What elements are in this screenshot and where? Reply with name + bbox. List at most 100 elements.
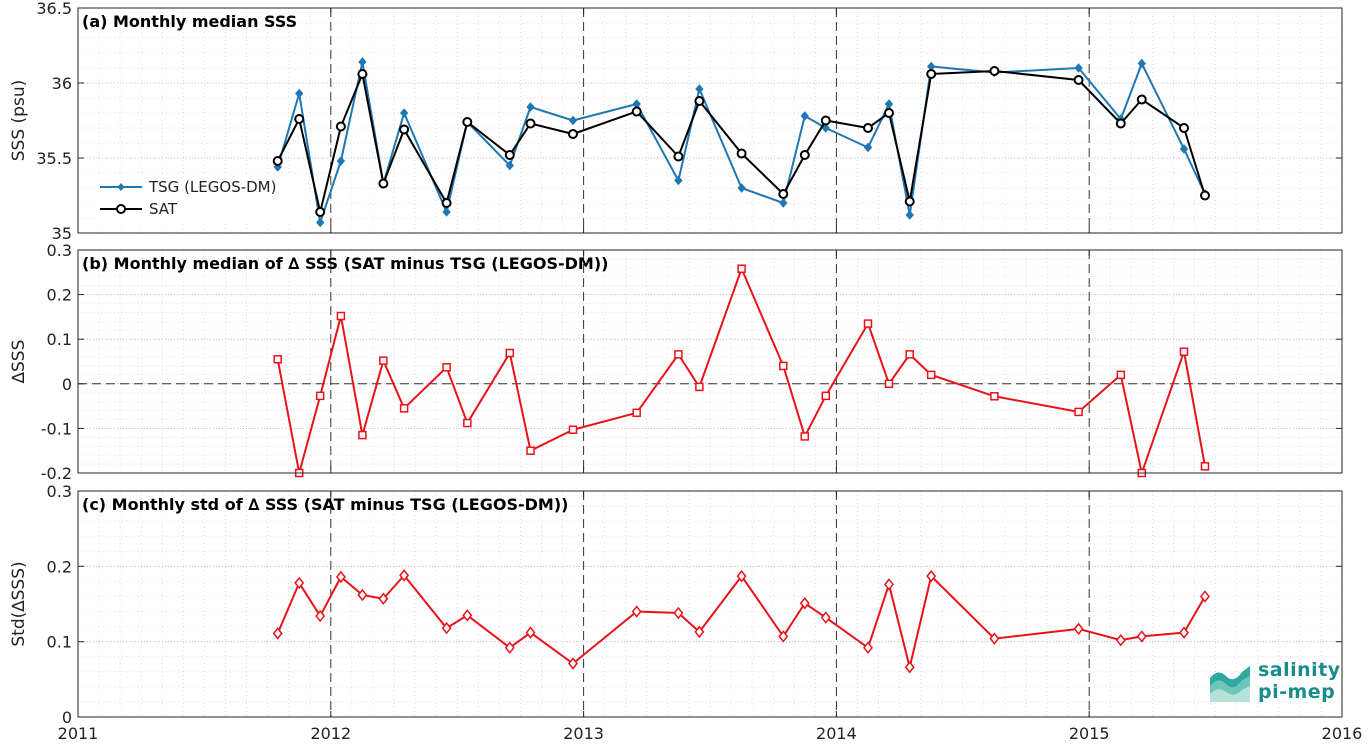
data-point bbox=[1074, 63, 1083, 73]
data-point bbox=[316, 217, 325, 228]
data-point bbox=[336, 311, 346, 321]
data-point bbox=[863, 123, 873, 133]
y-tick-label: 0 bbox=[62, 375, 72, 394]
data-point bbox=[335, 570, 346, 584]
data-point bbox=[631, 106, 642, 117]
data-point bbox=[525, 118, 536, 129]
data-point bbox=[673, 606, 684, 620]
panel-c: 0 0.1 0.2 0.3 2011 2012 2013 2014 2015 2016 (c) Mo… bbox=[9, 482, 1362, 743]
y-tick-label: 0.1 bbox=[47, 330, 72, 349]
axes-frame bbox=[77, 249, 1343, 474]
y-tick-label: 36.5 bbox=[36, 0, 72, 18]
data-point bbox=[674, 350, 683, 359]
data-point bbox=[568, 425, 578, 434]
data-point bbox=[378, 178, 389, 189]
plot-area bbox=[78, 250, 1342, 473]
legend-marker bbox=[116, 204, 126, 214]
data-point bbox=[778, 189, 789, 199]
legend-box bbox=[96, 175, 308, 221]
data-point bbox=[294, 576, 305, 590]
data-point bbox=[778, 630, 789, 643]
data-point bbox=[568, 657, 578, 670]
data-point bbox=[926, 370, 936, 380]
data-point bbox=[1074, 407, 1083, 417]
data-point bbox=[1200, 590, 1210, 603]
data-point bbox=[462, 609, 473, 622]
data-point bbox=[295, 88, 304, 99]
data-point bbox=[1137, 58, 1146, 69]
data-point bbox=[990, 392, 999, 401]
panel-title: (a) Monthly median SSS bbox=[82, 12, 297, 31]
data-point bbox=[442, 207, 451, 217]
x-tick-label: 2016 bbox=[1322, 724, 1363, 743]
wave-logo-icon bbox=[1210, 666, 1250, 702]
data-point bbox=[926, 69, 937, 79]
data-point bbox=[379, 356, 388, 365]
data-point bbox=[799, 597, 810, 610]
data-point bbox=[504, 150, 515, 160]
data-point bbox=[294, 114, 305, 124]
x-tick-label: 2011 bbox=[58, 724, 99, 743]
data-point bbox=[820, 611, 831, 624]
data-point bbox=[463, 418, 472, 428]
y-axis-label: SSS (psu) bbox=[9, 80, 29, 161]
data-point bbox=[737, 183, 746, 193]
data-point bbox=[1179, 626, 1189, 639]
data-point bbox=[526, 446, 535, 455]
y-tick-label: 0 bbox=[62, 708, 72, 727]
data-point bbox=[695, 382, 704, 392]
data-point bbox=[504, 641, 515, 654]
data-point bbox=[315, 391, 325, 401]
data-point bbox=[1179, 347, 1189, 356]
data-point bbox=[674, 175, 683, 186]
data-point bbox=[399, 569, 410, 582]
x-tick-label: 2013 bbox=[563, 724, 604, 743]
data-point bbox=[315, 207, 326, 217]
data-point bbox=[505, 160, 514, 171]
y-axis-label: ∆SSS bbox=[9, 340, 29, 385]
data-point bbox=[883, 108, 894, 118]
data-point bbox=[779, 198, 788, 208]
data-point bbox=[567, 129, 578, 139]
data-point bbox=[779, 361, 788, 371]
legend-marker bbox=[117, 183, 125, 191]
data-point bbox=[399, 108, 409, 118]
data-point bbox=[631, 605, 642, 618]
data-point bbox=[1115, 118, 1126, 129]
data-point bbox=[315, 609, 326, 623]
data-point bbox=[441, 198, 452, 208]
data-point bbox=[1199, 190, 1210, 201]
data-point bbox=[989, 632, 1000, 645]
axes-frame bbox=[77, 7, 1343, 234]
data-point bbox=[399, 124, 410, 135]
data-point bbox=[335, 121, 346, 132]
y-tick-label: 0.2 bbox=[47, 286, 72, 305]
data-point bbox=[272, 156, 283, 166]
legend-label: TSG (LEGOS-DM) bbox=[148, 178, 276, 196]
data-point bbox=[695, 84, 704, 94]
data-point bbox=[336, 156, 346, 166]
data-point bbox=[462, 117, 473, 127]
data-point bbox=[1179, 123, 1189, 133]
data-point bbox=[863, 142, 873, 153]
data-point bbox=[442, 363, 451, 372]
data-point bbox=[863, 319, 873, 328]
legend: TSG (LEGOS-DM) SAT bbox=[96, 175, 308, 221]
panel-b: -0.2 -0.1 0 0.1 0.2 0.3 (b) Monthly median of … bbox=[9, 241, 1343, 483]
data-point bbox=[358, 57, 367, 67]
data-point bbox=[1115, 633, 1126, 647]
panel-a: 35 35.5 36 36.5 (a) Monthly median SSS SSS (p… bbox=[9, 0, 1343, 243]
data-point bbox=[632, 408, 641, 418]
data-point bbox=[1136, 94, 1147, 105]
data-point bbox=[884, 379, 894, 389]
data-point bbox=[905, 350, 914, 359]
data-point bbox=[820, 115, 831, 126]
panel-title: (c) Monthly std of ∆ SSS (SAT minus TSG … bbox=[82, 495, 568, 514]
data-point bbox=[441, 621, 452, 635]
y-tick-label: 35.5 bbox=[36, 149, 72, 168]
data-point bbox=[272, 627, 283, 640]
x-tick-label: 2012 bbox=[310, 724, 351, 743]
y-tick-label: 0.3 bbox=[47, 482, 72, 501]
